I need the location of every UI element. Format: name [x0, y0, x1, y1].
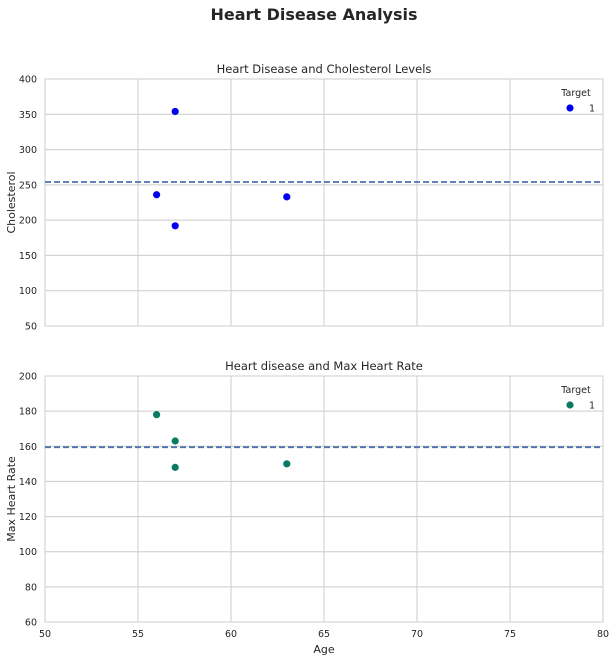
data-point — [283, 460, 291, 468]
chart-title: Heart disease and Max Heart Rate — [225, 359, 423, 373]
x-tick-label: 65 — [318, 629, 330, 640]
data-point — [171, 107, 179, 116]
x-tick-label: 80 — [597, 629, 609, 640]
y-tick-label: 80 — [25, 582, 37, 593]
x-tick-label: 75 — [504, 629, 516, 640]
data-point — [153, 191, 161, 199]
chart-panel-2: 60 80 100 120 140 160 180 200 50 55 60 65 70 75 80 Hear… — [5, 359, 609, 656]
y-tick-label: 350 — [19, 110, 37, 121]
y-tick-label: 60 — [25, 618, 37, 629]
chart-title: Heart Disease and Cholesterol Levels — [217, 62, 432, 76]
x-axis-label: Age — [313, 643, 335, 656]
legend-title: Target — [560, 385, 591, 396]
y-tick-label: 250 — [19, 180, 37, 191]
data-point — [171, 437, 179, 445]
chart-panel-1: 50 100 150 200 250 300 350 400 Heart Disease and… — [5, 62, 604, 333]
legend-title: Target — [560, 88, 591, 99]
y-tick-label: 200 — [19, 216, 37, 227]
x-tick-label: 70 — [411, 629, 423, 640]
x-tick-label: 55 — [132, 629, 144, 640]
data-point — [171, 222, 179, 230]
data-point — [171, 463, 179, 471]
plot-frame — [44, 375, 604, 623]
plot-frame — [44, 78, 604, 327]
data-point — [283, 193, 291, 201]
y-axis-label: Cholesterol — [5, 171, 18, 233]
y-tick-label: 160 — [19, 442, 37, 453]
y-tick-label: 100 — [19, 286, 37, 297]
y-tick-label: 400 — [19, 75, 37, 86]
legend-label: 1 — [589, 401, 595, 412]
data-point — [153, 411, 161, 419]
legend-marker — [566, 401, 574, 409]
y-axis-label: Max Heart Rate — [5, 456, 18, 542]
y-tick-label: 140 — [19, 477, 37, 488]
figure-title: Heart Disease Analysis — [210, 5, 417, 24]
y-tick-label: 180 — [19, 407, 37, 418]
legend-marker — [566, 104, 574, 112]
y-tick-label: 150 — [19, 251, 37, 262]
y-tick-label: 120 — [19, 512, 37, 523]
y-tick-label: 50 — [25, 322, 37, 333]
x-tick-label: 60 — [225, 629, 237, 640]
legend-label: 1 — [589, 104, 595, 115]
y-tick-label: 200 — [19, 372, 37, 383]
y-tick-label: 300 — [19, 145, 37, 156]
y-tick-label: 100 — [19, 547, 37, 558]
x-tick-label: 50 — [39, 629, 51, 640]
